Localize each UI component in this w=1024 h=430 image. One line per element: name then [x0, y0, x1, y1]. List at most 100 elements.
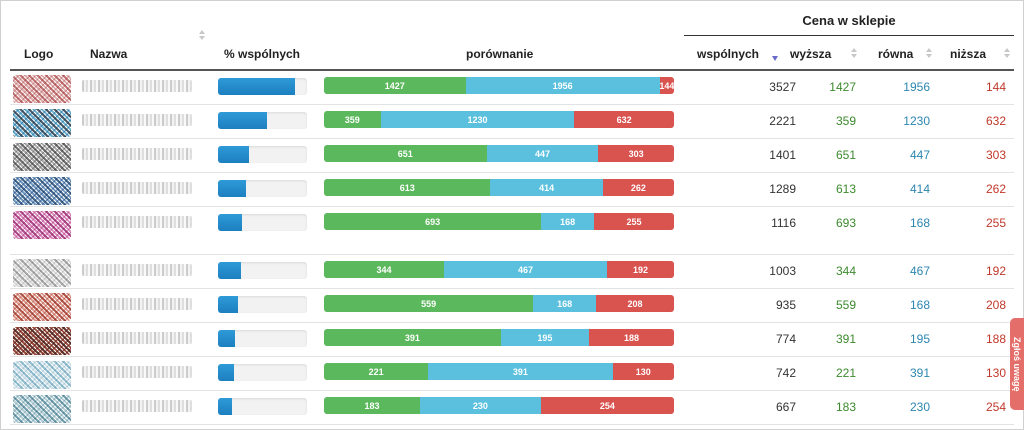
column-header-common[interactable]: wspólnych [697, 47, 760, 61]
store-logo[interactable] [13, 361, 71, 389]
store-logo[interactable] [13, 75, 71, 103]
store-logo[interactable] [13, 211, 71, 239]
equal-count: 195 [909, 332, 930, 346]
sort-desc-icon[interactable] [772, 51, 779, 62]
segment-equal: 414 [490, 179, 603, 196]
common-percent-bar [218, 112, 307, 129]
price-comparison-bar: 359 1230 632 [324, 111, 674, 128]
row-separator [10, 288, 1014, 289]
store-logo[interactable] [13, 259, 71, 287]
store-name[interactable] [82, 332, 192, 344]
higher-count: 693 [835, 216, 856, 230]
row-separator [10, 254, 1014, 255]
row-separator [10, 206, 1014, 207]
table-row[interactable]: 391 195 188 774 391 195 188 [10, 323, 1014, 357]
segment-lower: 632 [574, 111, 674, 128]
column-header-name[interactable]: Nazwa [90, 47, 128, 61]
sort-higher-icon[interactable] [851, 48, 858, 59]
segment-lower: 144 [659, 77, 674, 94]
header-divider [10, 69, 1014, 71]
equal-count: 230 [909, 400, 930, 414]
store-name[interactable] [82, 298, 192, 310]
store-logo[interactable] [13, 177, 71, 205]
table-row[interactable]: 693 168 255 1116 693 168 255 [10, 207, 1014, 255]
segment-lower: 188 [588, 329, 674, 346]
store-name[interactable] [82, 148, 192, 160]
segment-lower: 208 [596, 295, 674, 312]
price-comparison-bar: 1427 1956 144 [324, 77, 674, 94]
store-name[interactable] [82, 400, 192, 412]
lower-count: 303 [985, 148, 1006, 162]
store-logo[interactable] [13, 143, 71, 171]
segment-equal: 391 [428, 363, 613, 380]
column-header-pct[interactable]: % wspólnych [224, 47, 301, 61]
common-percent-fill [218, 78, 296, 95]
table-row[interactable]: 359 1230 632 2221 359 1230 632 [10, 105, 1014, 139]
row-separator [10, 104, 1014, 105]
store-name[interactable] [82, 366, 192, 378]
segment-higher: 559 [324, 295, 534, 312]
price-comparison-bar: 651 447 303 [324, 145, 674, 162]
store-logo[interactable] [13, 327, 71, 355]
table-row[interactable]: 221 391 130 742 221 391 130 [10, 357, 1014, 391]
segment-higher: 651 [324, 145, 487, 162]
segment-equal: 467 [444, 261, 607, 278]
column-header-higher[interactable]: wyższa [790, 47, 832, 61]
store-logo[interactable] [13, 395, 71, 423]
equal-count: 447 [909, 148, 930, 162]
common-percent-bar [218, 330, 307, 347]
common-count: 935 [775, 298, 796, 312]
common-percent-fill [218, 330, 235, 347]
store-name[interactable] [82, 264, 192, 276]
common-count: 1401 [769, 148, 796, 162]
feedback-tab[interactable]: Zgłoś uwagę [1010, 318, 1024, 410]
common-percent-fill [218, 262, 242, 279]
sort-equal-icon[interactable] [926, 48, 933, 59]
common-count: 1116 [771, 216, 796, 230]
equal-count: 414 [909, 182, 930, 196]
equal-count: 391 [909, 366, 930, 380]
higher-count: 391 [835, 332, 856, 346]
table-row[interactable]: 344 467 192 1003 344 467 192 [10, 255, 1014, 289]
price-group-header: Cena w sklepie [802, 13, 896, 28]
segment-higher: 693 [324, 213, 542, 230]
store-logo[interactable] [13, 109, 71, 137]
table-row[interactable]: 613 414 262 1289 613 414 262 [10, 173, 1014, 207]
segment-equal: 447 [486, 145, 599, 162]
store-name[interactable] [82, 114, 192, 126]
higher-count: 559 [835, 298, 856, 312]
store-logo[interactable] [13, 293, 71, 321]
table-row[interactable]: 559 168 208 935 559 168 208 [10, 289, 1014, 323]
common-percent-fill [218, 364, 235, 381]
segment-equal: 195 [500, 329, 589, 346]
lower-count: 632 [985, 114, 1006, 128]
common-percent-fill [218, 398, 233, 415]
table-row[interactable]: 651 447 303 1401 651 447 303 [10, 139, 1014, 173]
common-percent-bar [218, 398, 307, 415]
common-percent-fill [218, 112, 267, 129]
table-row[interactable]: 1427 1956 144 3527 1427 1956 144 [10, 71, 1014, 105]
lower-count: 254 [985, 400, 1006, 414]
common-percent-fill [218, 146, 250, 163]
common-percent-bar [218, 214, 307, 231]
column-header-lower[interactable]: niższa [950, 47, 987, 61]
store-name[interactable] [82, 182, 192, 194]
segment-lower: 192 [606, 261, 674, 278]
row-separator [10, 424, 1014, 425]
sort-name-icon[interactable] [199, 30, 206, 41]
segment-lower: 130 [612, 363, 674, 380]
higher-count: 344 [835, 264, 856, 278]
row-separator [10, 390, 1014, 391]
segment-equal: 168 [533, 295, 597, 312]
segment-lower: 303 [598, 145, 674, 162]
row-separator [10, 172, 1014, 173]
segment-equal: 168 [541, 213, 595, 230]
higher-count: 183 [835, 400, 856, 414]
table-row[interactable]: 183 230 254 667 183 230 254 [10, 391, 1014, 425]
sort-lower-icon[interactable] [1004, 48, 1011, 59]
store-name[interactable] [82, 216, 192, 228]
segment-higher: 221 [324, 363, 429, 380]
column-header-equal[interactable]: równa [878, 47, 914, 61]
segment-higher: 359 [324, 111, 381, 128]
store-name[interactable] [82, 80, 192, 92]
